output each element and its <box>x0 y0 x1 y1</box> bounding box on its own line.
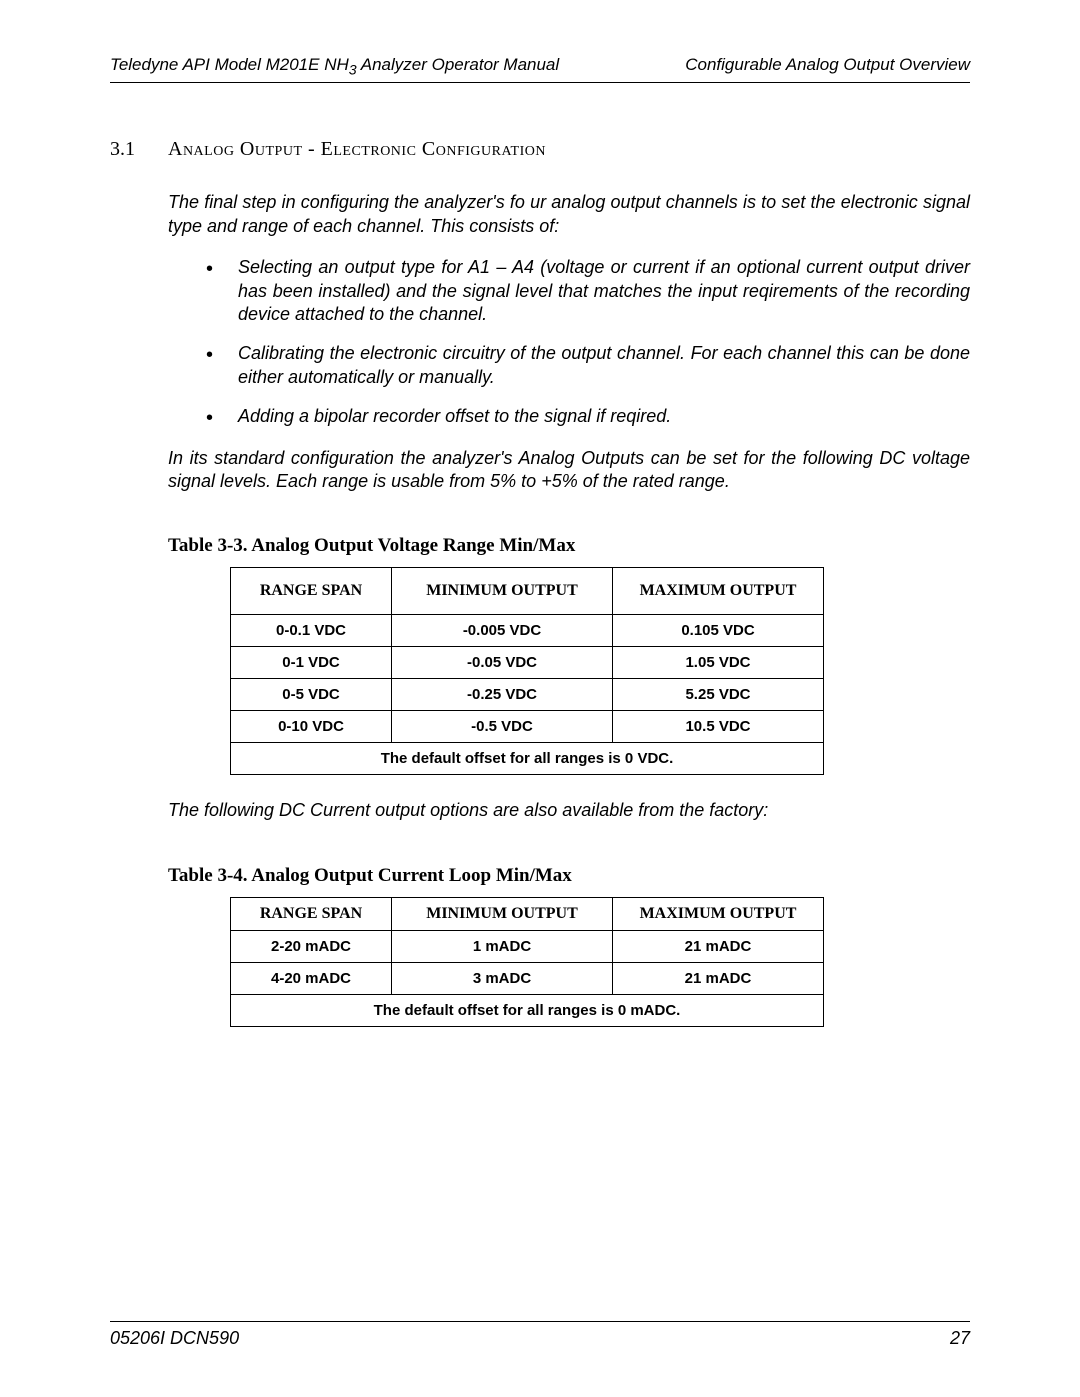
cell: -0.25 VDC <box>392 679 613 711</box>
cell: 0-5 VDC <box>231 679 392 711</box>
header-left: Teledyne API Model M201E NH3 Analyzer Op… <box>110 55 559 78</box>
cell: 0.105 VDC <box>613 615 824 647</box>
cell: 1 mADC <box>392 930 613 962</box>
section-number: 3.1 <box>110 138 168 161</box>
section-title: Analog Output - Electronic Configuration <box>168 138 546 161</box>
cell: 21 mADC <box>613 962 824 994</box>
cell: 2-20 mADC <box>231 930 392 962</box>
table-row: 0-5 VDC -0.25 VDC 5.25 VDC <box>231 679 824 711</box>
page-header: Teledyne API Model M201E NH3 Analyzer Op… <box>110 55 970 83</box>
cell: -0.05 VDC <box>392 647 613 679</box>
table-header-row: RANGE SPAN MINIMUM OUTPUT MAXIMUM OUTPUT <box>231 897 824 930</box>
section-heading: 3.1 Analog Output - Electronic Configura… <box>110 138 970 161</box>
cell: 5.25 VDC <box>613 679 824 711</box>
cell: -0.005 VDC <box>392 615 613 647</box>
col-header: MAXIMUM OUTPUT <box>613 568 824 615</box>
cell: 3 mADC <box>392 962 613 994</box>
table-footer-row: The default offset for all ranges is 0 V… <box>231 743 824 775</box>
table-footer-cell: The default offset for all ranges is 0 m… <box>231 994 824 1026</box>
bullet-list: Selecting an output type for A1 – A4 (vo… <box>168 256 970 428</box>
col-header: RANGE SPAN <box>231 568 392 615</box>
table-header-row: RANGE SPAN MINIMUM OUTPUT MAXIMUM OUTPUT <box>231 568 824 615</box>
cell: 10.5 VDC <box>613 711 824 743</box>
cell: 21 mADC <box>613 930 824 962</box>
table-row: 0-1 VDC -0.05 VDC 1.05 VDC <box>231 647 824 679</box>
col-header: RANGE SPAN <box>231 897 392 930</box>
col-header: MINIMUM OUTPUT <box>392 897 613 930</box>
bullet-item: Calibrating the electronic circuitry of … <box>238 342 970 389</box>
table-caption-voltage: Table 3-3. Analog Output Voltage Range M… <box>168 535 970 557</box>
table-row: 4-20 mADC 3 mADC 21 mADC <box>231 962 824 994</box>
cell: 4-20 mADC <box>231 962 392 994</box>
table-caption-current: Table 3-4. Analog Output Current Loop Mi… <box>168 865 970 887</box>
cell: -0.5 VDC <box>392 711 613 743</box>
cell: 0-1 VDC <box>231 647 392 679</box>
col-header: MINIMUM OUTPUT <box>392 568 613 615</box>
col-header: MAXIMUM OUTPUT <box>613 897 824 930</box>
table-row: 2-20 mADC 1 mADC 21 mADC <box>231 930 824 962</box>
page-footer: 05206I DCN590 27 <box>110 1321 970 1349</box>
header-right: Configurable Analog Output Overview <box>685 55 970 78</box>
standard-paragraph: In its standard configuration the analyz… <box>168 447 970 494</box>
following-paragraph: The following DC Current output options … <box>168 799 970 822</box>
intro-paragraph: The final step in configuring the analyz… <box>168 191 970 238</box>
cell: 0-0.1 VDC <box>231 615 392 647</box>
table-footer-cell: The default offset for all ranges is 0 V… <box>231 743 824 775</box>
voltage-table: RANGE SPAN MINIMUM OUTPUT MAXIMUM OUTPUT… <box>230 567 824 775</box>
table-row: 0-10 VDC -0.5 VDC 10.5 VDC <box>231 711 824 743</box>
footer-left: 05206I DCN590 <box>110 1328 239 1349</box>
current-table: RANGE SPAN MINIMUM OUTPUT MAXIMUM OUTPUT… <box>230 897 824 1027</box>
cell: 0-10 VDC <box>231 711 392 743</box>
cell: 1.05 VDC <box>613 647 824 679</box>
bullet-item: Selecting an output type for A1 – A4 (vo… <box>238 256 970 326</box>
bullet-item: Adding a bipolar recorder offset to the … <box>238 405 970 428</box>
table-footer-row: The default offset for all ranges is 0 m… <box>231 994 824 1026</box>
page: Teledyne API Model M201E NH3 Analyzer Op… <box>0 0 1080 1397</box>
footer-page-number: 27 <box>950 1328 970 1349</box>
table-row: 0-0.1 VDC -0.005 VDC 0.105 VDC <box>231 615 824 647</box>
